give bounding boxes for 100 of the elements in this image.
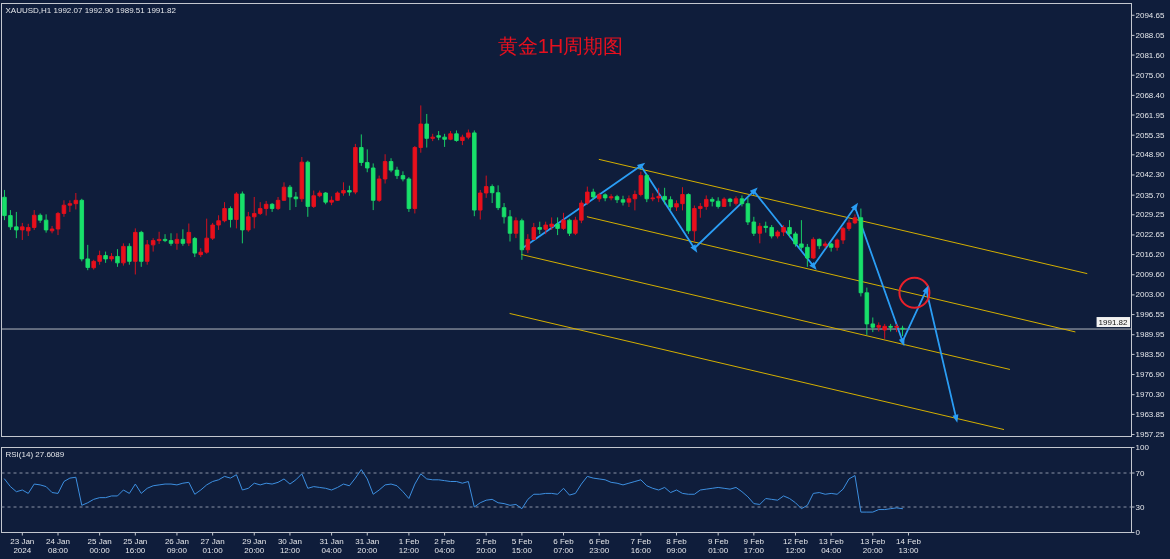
x-tick-label: 27 Jan 01:00 xyxy=(200,536,225,554)
candlestick xyxy=(192,236,198,258)
point xyxy=(809,261,817,271)
x-tick-label: 29 Jan 20:00 xyxy=(242,536,267,554)
y-tick-label: 2042.30 xyxy=(1135,170,1165,180)
candlestick xyxy=(186,223,192,247)
candlestick xyxy=(127,242,132,266)
y-tick-label: 1970.30 xyxy=(1135,390,1165,400)
candlestick xyxy=(591,188,596,200)
candlestick xyxy=(555,216,560,236)
y-tick-label: 1983.50 xyxy=(1135,349,1165,359)
y-tick-label: 2029.25 xyxy=(1135,210,1165,220)
y-tick-label: 2088.05 xyxy=(1135,30,1165,40)
y-tick-label: 1989.95 xyxy=(1135,330,1165,340)
point xyxy=(749,187,758,196)
candlestick xyxy=(109,252,114,262)
y-tick-label: 2081.60 xyxy=(1135,50,1165,60)
candlestick xyxy=(757,222,763,244)
candlestick xyxy=(115,248,120,268)
candlestick xyxy=(900,325,905,337)
y-tick-label: 2022.65 xyxy=(1135,230,1165,240)
point xyxy=(636,162,646,170)
candlestick xyxy=(281,181,287,202)
candlestick xyxy=(269,202,275,213)
candlestick xyxy=(323,191,328,205)
point xyxy=(690,244,698,253)
y-tick-label: 2048.90 xyxy=(1135,150,1165,160)
x-tick-label: 6 Feb 23:00 xyxy=(588,536,610,554)
candlestick xyxy=(55,211,61,236)
candlestick xyxy=(454,129,459,143)
candlestick xyxy=(596,192,602,203)
x-tick-label: 2 Feb 04:00 xyxy=(434,536,456,554)
candlestick xyxy=(430,133,435,142)
x-tick-label: 30 Jan 12:00 xyxy=(277,536,302,554)
x-tick-label: 13 Feb 04:00 xyxy=(818,536,845,554)
candlestick xyxy=(567,218,572,237)
candlestick xyxy=(240,191,245,244)
y-tick-label: 2003.00 xyxy=(1135,290,1165,300)
y-tick-label: 100 xyxy=(1135,443,1150,452)
candlestick xyxy=(644,173,650,203)
x-tick-label: 23 Jan 2024 xyxy=(10,536,35,554)
x-tick-label: 31 Jan 04:00 xyxy=(319,536,344,554)
y-tick-label: 2094.65 xyxy=(1135,10,1165,20)
y-tick-label: 1996.55 xyxy=(1135,310,1165,320)
y-tick-label: 2061.95 xyxy=(1135,110,1165,120)
candlestick xyxy=(168,232,174,247)
y-tick-label: 2035.70 xyxy=(1135,190,1165,200)
y-tick-label: 0 xyxy=(1135,528,1141,537)
candlestick xyxy=(299,156,305,203)
x-tick-label: 7 Feb 16:00 xyxy=(630,536,652,554)
candlestick xyxy=(519,218,525,261)
candlestick xyxy=(234,191,239,229)
candlestick xyxy=(353,143,358,195)
candlestick xyxy=(733,195,739,206)
candlestick xyxy=(228,205,233,228)
x-tick-label: 5 Feb 15:00 xyxy=(511,536,533,554)
x-tick-label: 1 Feb 12:00 xyxy=(398,536,420,554)
candlestick xyxy=(139,230,144,268)
point xyxy=(952,414,959,423)
candlestick xyxy=(472,129,477,217)
y-tick-label: 2075.00 xyxy=(1135,70,1165,80)
candlestick xyxy=(817,238,822,250)
candlestick xyxy=(561,212,566,231)
chart-subtitle: XAUUSD,H1 1992.07 1992.90 1989.51 1991.82 xyxy=(5,6,177,15)
candlestick xyxy=(49,225,55,234)
point xyxy=(898,276,931,309)
candlestick xyxy=(620,195,626,206)
candlestick xyxy=(727,197,733,207)
point xyxy=(850,202,859,211)
candlestick xyxy=(394,166,400,180)
x-tick-label: 25 Jan 00:00 xyxy=(87,536,112,554)
candlestick xyxy=(174,232,180,251)
line-series xyxy=(3,469,904,513)
candlestick xyxy=(180,228,186,247)
candlestick xyxy=(133,227,138,275)
x-tick-label: 24 Jan 08:00 xyxy=(45,536,71,554)
x-tick-label: 26 Jan 09:00 xyxy=(164,536,189,554)
candlestick xyxy=(614,194,620,204)
point xyxy=(922,285,929,294)
candlestick xyxy=(513,216,519,239)
y-tick-label: 1976.90 xyxy=(1135,370,1165,380)
x-tick-label: 2 Feb 20:00 xyxy=(475,536,497,554)
y-tick-label: 30 xyxy=(1135,502,1145,512)
x-tick-label: 6 Feb 07:00 xyxy=(553,536,575,554)
y-tick-label: 2016.20 xyxy=(1135,250,1165,260)
candlestick xyxy=(121,242,126,267)
ref-line-label: 1991.82 xyxy=(1098,317,1129,327)
candlestick xyxy=(721,196,727,208)
x-tick-label: 31 Jan 20:00 xyxy=(355,536,380,554)
candlestick xyxy=(608,193,614,201)
candlestick xyxy=(537,221,542,235)
y-tick-label: 1963.85 xyxy=(1135,409,1165,419)
candlestick xyxy=(846,219,852,232)
y-tick-label: 70 xyxy=(1135,468,1145,478)
candlestick xyxy=(852,213,858,225)
text: 黄金1H周期图 xyxy=(497,34,624,57)
x-tick-label: 9 Feb 01:00 xyxy=(707,536,729,554)
x-tick-label: 8 Feb 09:00 xyxy=(666,536,688,554)
x-tick-label: 13 Feb 20:00 xyxy=(860,536,886,554)
candlestick xyxy=(888,323,893,332)
